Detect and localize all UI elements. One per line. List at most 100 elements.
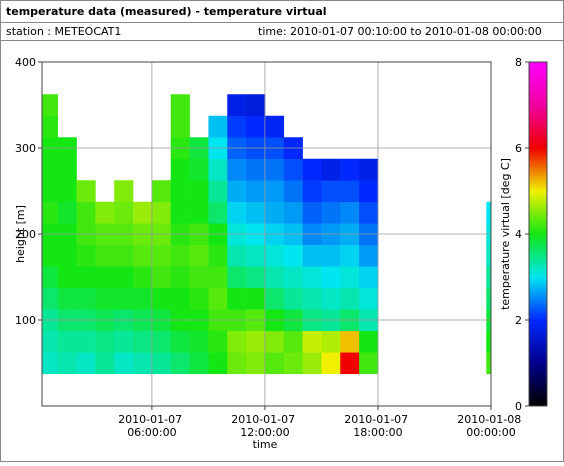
heatmap-cell	[133, 330, 153, 353]
heatmap-cell	[359, 180, 379, 203]
heatmap-cell	[227, 244, 247, 267]
heatmap-cell	[170, 330, 190, 353]
heatmap-cell	[321, 266, 341, 289]
heatmap-cell	[302, 180, 322, 203]
heatmap-cell	[76, 266, 96, 289]
heatmap-cell	[114, 244, 134, 267]
y-tick-label: 400	[15, 56, 36, 69]
heatmap-cell	[189, 352, 209, 375]
heatmap-cell	[57, 201, 77, 224]
heatmap-cell	[302, 287, 322, 310]
heatmap-cell	[76, 244, 96, 267]
heatmap-cell	[264, 158, 285, 181]
heatmap-cell	[42, 244, 58, 267]
heatmap-cell	[170, 94, 190, 117]
heatmap-cell	[359, 158, 379, 181]
heatmap-cell	[133, 352, 153, 375]
heatmap-cell	[170, 266, 190, 289]
heatmap-cell	[359, 266, 379, 289]
heatmap-cell	[208, 115, 228, 138]
heatmap-cell	[302, 352, 322, 375]
heatmap-cell	[57, 158, 77, 181]
heatmap-cell	[208, 266, 228, 289]
heatmap-cell	[189, 266, 209, 289]
heatmap-cell	[208, 330, 228, 353]
heatmap-cell	[302, 158, 322, 181]
heatmap-cell	[227, 352, 247, 375]
heatmap-cell	[57, 287, 77, 310]
heatmap-cell	[340, 330, 360, 353]
heatmap-cell	[170, 352, 190, 375]
y-axis-label: height [m]	[14, 205, 27, 263]
heatmap-cell	[151, 244, 172, 267]
heatmap-cell	[264, 180, 285, 203]
x-tick-label: 2010-01-08 00:00:00	[457, 413, 524, 439]
heatmap-cell	[264, 352, 285, 375]
heatmap-cell	[340, 266, 360, 289]
heatmap-cell	[283, 330, 303, 353]
heatmap-cell	[321, 330, 341, 353]
heatmap-cell	[340, 201, 360, 224]
heatmap-cell	[114, 330, 134, 353]
heatmap-cell	[264, 201, 285, 224]
heatmap-cell	[42, 330, 58, 353]
heatmap-cell	[114, 180, 134, 203]
heatmap-cell	[114, 352, 134, 375]
colorbar	[528, 61, 548, 407]
heatmap-cell	[486, 244, 492, 267]
heatmap-cell	[227, 115, 247, 138]
heatmap-cell	[208, 201, 228, 224]
heatmap-cell	[114, 266, 134, 289]
heatmap-cell	[189, 287, 209, 310]
heatmap-cell	[359, 201, 379, 224]
heatmap-cell	[340, 180, 360, 203]
heatmap-cell	[57, 330, 77, 353]
heatmap-cell	[264, 115, 285, 138]
heatmap-cell	[486, 266, 492, 289]
heatmap-cell	[189, 180, 209, 203]
heatmap-cell	[170, 180, 190, 203]
heatmap-cell	[302, 244, 322, 267]
x-tick-label: 2010-01-07 06:00:00	[118, 413, 185, 439]
heatmap-cell	[189, 201, 209, 224]
heatmap-cell	[359, 352, 379, 375]
heatmap-cell	[321, 244, 341, 267]
heatmap-cell	[321, 158, 341, 181]
heatmap-cell	[133, 266, 153, 289]
chart-title: temperature data (measured) - temperatur…	[6, 5, 327, 18]
heatmap-cell	[95, 266, 115, 289]
heatmap-cell	[486, 330, 492, 353]
heatmap-cell	[42, 158, 58, 181]
heatmap-cell	[321, 352, 341, 375]
heatmap-cell	[246, 352, 266, 375]
heatmap-cell	[227, 201, 247, 224]
y-tick-label: 200	[15, 228, 36, 241]
heatmap-cell	[283, 352, 303, 375]
heatmap-cell	[302, 330, 322, 353]
colorbar-tick-label: 0	[515, 400, 522, 413]
heatmap-cell	[57, 180, 77, 203]
colorbar-tick-label: 8	[515, 56, 522, 69]
heatmap-cell	[340, 287, 360, 310]
heatmap-cell	[227, 287, 247, 310]
y-tick-label: 100	[15, 314, 36, 327]
heatmap-cell	[264, 330, 285, 353]
heatmap-cell	[76, 352, 96, 375]
heatmap-cell	[114, 287, 134, 310]
heatmap-cell	[151, 330, 172, 353]
heatmap-cell	[76, 180, 96, 203]
heatmap-cell	[170, 158, 190, 181]
heatmap-cell	[321, 287, 341, 310]
heatmap-cell	[57, 244, 77, 267]
heatmap-cell	[189, 158, 209, 181]
colorbar-tick-label: 2	[515, 314, 522, 327]
heatmap-cell	[42, 266, 58, 289]
heatmap-cell	[151, 180, 172, 203]
heatmap-cell	[227, 94, 247, 117]
heatmap-cell	[302, 201, 322, 224]
heatmap-cell	[359, 287, 379, 310]
heatmap-cell	[42, 287, 58, 310]
heatmap-cell	[57, 352, 77, 375]
x-tick-label: 2010-01-07 12:00:00	[231, 413, 298, 439]
heatmap-cell	[283, 180, 303, 203]
